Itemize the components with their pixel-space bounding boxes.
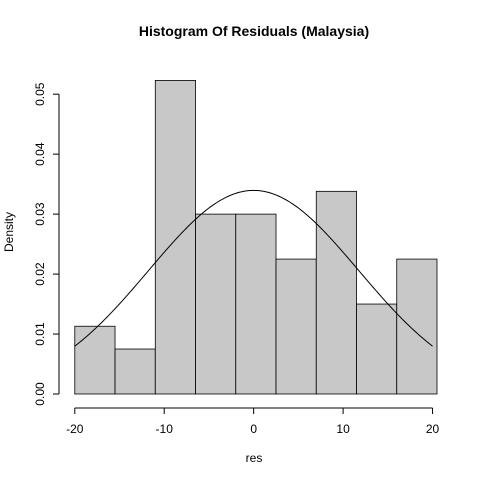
normal-density-curve: [74, 189, 433, 347]
histogram-bar-5: [235, 213, 277, 395]
histogram-bar-7: [315, 190, 357, 395]
histogram-bar-4: [195, 213, 237, 395]
bars-group: [74, 79, 438, 395]
histogram-bar-2: [114, 348, 156, 395]
histogram-bar-3: [154, 79, 196, 395]
x-tick-label-1: -20: [66, 422, 84, 436]
y-tick-label-1: 0.00: [33, 382, 47, 406]
y-tick-label-4: 0.03: [33, 202, 47, 226]
histogram-bar-8: [356, 303, 398, 395]
x-tick-label-4: 10: [336, 422, 350, 436]
y-tick-label-2: 0.01: [33, 322, 47, 346]
x-tick-label-2: -10: [156, 422, 174, 436]
histogram-bar-1: [74, 325, 116, 395]
y-tick-label-6: 0.05: [33, 82, 47, 106]
x-axis: -20 -10 0 10 20: [66, 407, 440, 436]
histogram-bar-6: [275, 258, 317, 395]
chart-title: Histogram Of Residuals (Malaysia): [139, 23, 369, 39]
x-tick-label-5: 20: [426, 422, 440, 436]
y-tick-label-3: 0.02: [33, 262, 47, 286]
y-axis: 0.00 0.01 0.02 0.03 0.04 0.05: [33, 82, 60, 406]
histogram-bar-9: [396, 258, 438, 395]
y-tick-label-5: 0.04: [33, 142, 47, 166]
x-tick-label-3: 0: [250, 422, 257, 436]
y-axis-label: Density: [2, 212, 16, 252]
x-axis-label: res: [246, 451, 263, 465]
